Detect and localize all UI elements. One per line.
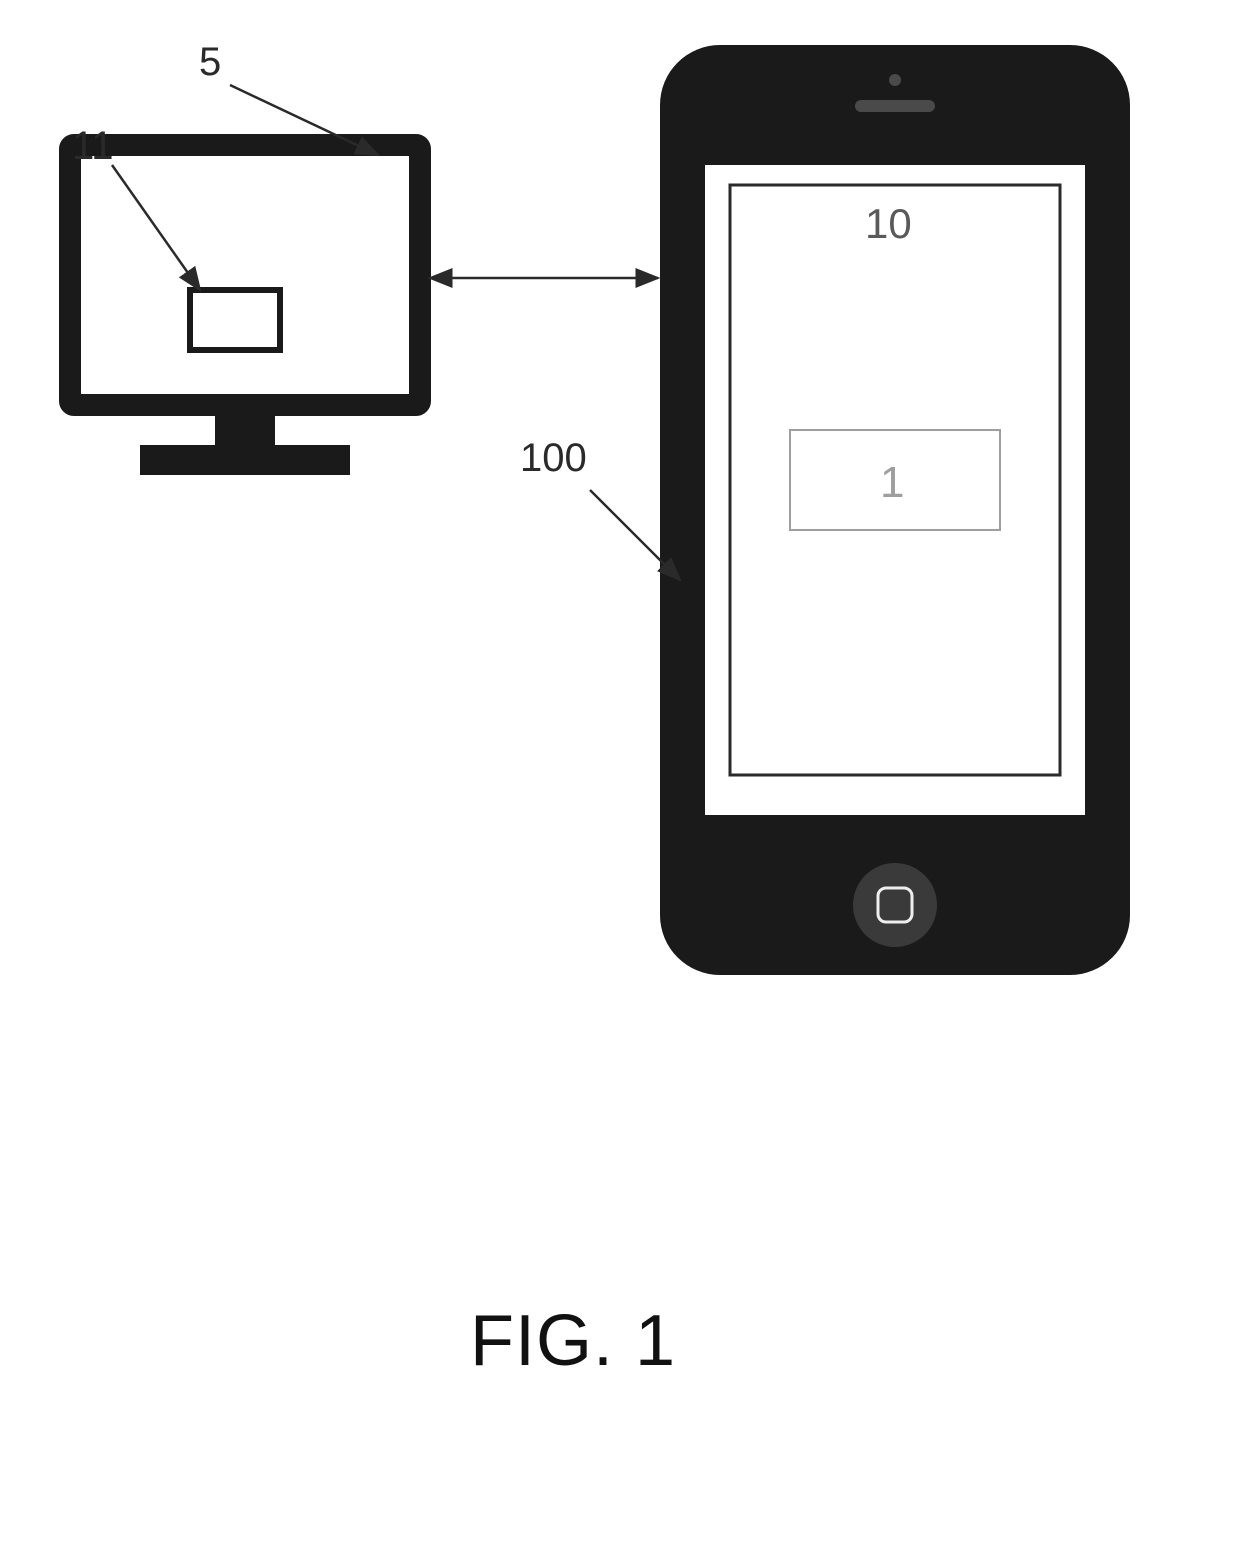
diagram-canvas: 5 11 100 10 1 FIG. 1 xyxy=(0,0,1240,1560)
monitor-inner-ref-label: 11 xyxy=(72,124,114,169)
monitor-icon xyxy=(70,145,420,475)
phone-screen-ref-label: 10 xyxy=(865,200,912,248)
phone-inner-box-label: 1 xyxy=(880,458,904,508)
figure-caption: FIG. 1 xyxy=(470,1300,676,1382)
monitor-ref-label: 5 xyxy=(199,40,221,85)
phone-ref-label: 100 xyxy=(520,436,587,481)
phone-icon xyxy=(660,45,1130,975)
